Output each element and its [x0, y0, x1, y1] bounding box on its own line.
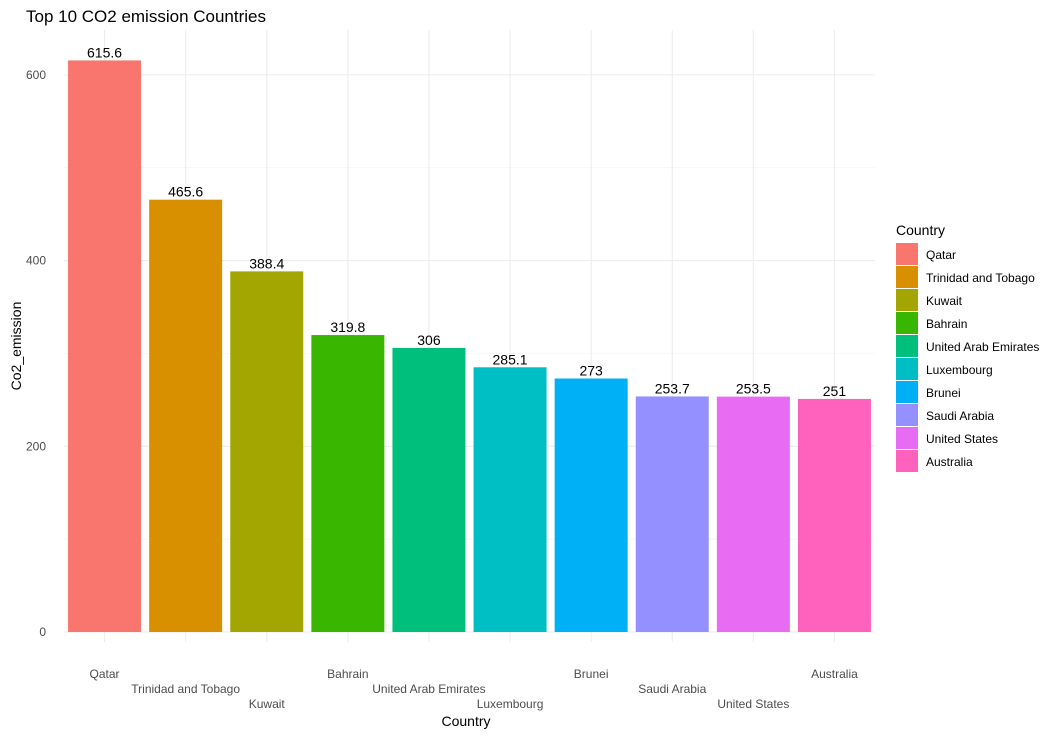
bar-value-label: 251	[823, 383, 847, 399]
legend-key	[896, 266, 918, 288]
bar-value-label: 253.7	[655, 380, 690, 396]
legend-label: Kuwait	[926, 294, 963, 308]
y-tick-label: 600	[26, 68, 46, 82]
x-tick-label: Bahrain	[327, 667, 368, 681]
legend-label: Qatar	[926, 248, 956, 262]
bar-luxembourg	[473, 367, 547, 632]
y-tick-label: 200	[26, 439, 46, 453]
bar-australia	[797, 398, 871, 632]
chart-title: Top 10 CO2 emission Countries	[26, 7, 266, 26]
legend-label: United States	[926, 432, 998, 446]
legend-key	[896, 289, 918, 311]
legend-label: Australia	[926, 455, 973, 469]
bar-brunei	[554, 378, 628, 632]
y-tick-label: 0	[39, 625, 46, 639]
y-axis-title: Co2_emission	[8, 302, 24, 391]
x-tick-label: Brunei	[574, 667, 609, 681]
bar-value-label: 615.6	[87, 44, 122, 60]
legend-label: Luxembourg	[926, 363, 993, 377]
bar-kuwait	[230, 271, 304, 632]
bar-value-label: 465.6	[168, 184, 203, 200]
bar-value-label: 319.8	[330, 319, 365, 335]
legend-label: United Arab Emirates	[926, 340, 1039, 354]
legend-key	[896, 404, 918, 426]
bar-value-label: 285.1	[493, 351, 528, 367]
bar-value-label: 388.4	[249, 255, 284, 271]
bar-value-label: 273	[579, 363, 603, 379]
legend-key	[896, 243, 918, 265]
x-tick-label: Qatar	[90, 667, 120, 681]
legend: Country Qatar Trinidad and Tobago Kuwait Ba…	[896, 222, 1039, 472]
x-tick-label: Australia	[811, 667, 858, 681]
bar-qatar	[68, 60, 142, 632]
legend-title: Country	[896, 222, 945, 238]
legend-key	[896, 427, 918, 449]
x-axis: Qatar Trinidad and Tobago Kuwait Bahrain Uni…	[90, 667, 859, 711]
bar-trinidad-and-tobago	[149, 199, 223, 632]
bars: 615.6 465.6 388.4 319.8 306 285.1 273 253.7 253.…	[68, 44, 871, 632]
legend-label: Brunei	[926, 386, 961, 400]
x-tick-label: United States	[717, 697, 789, 711]
x-tick-label: United Arab Emirates	[372, 682, 485, 696]
y-axis: 0 200 400 600	[26, 68, 46, 639]
x-tick-label: Luxembourg	[477, 697, 544, 711]
legend-key	[896, 312, 918, 334]
bar-united-arab-emirates	[392, 347, 466, 632]
bar-value-label: 253.5	[736, 381, 771, 397]
legend-key	[896, 335, 918, 357]
legend-label: Bahrain	[926, 317, 967, 331]
legend-key	[896, 450, 918, 472]
legend-label: Saudi Arabia	[926, 409, 994, 423]
bar-value-label: 306	[417, 332, 441, 348]
bar-saudi-arabia	[635, 396, 709, 632]
bar-united-states	[716, 396, 790, 632]
x-tick-label: Kuwait	[249, 697, 286, 711]
y-tick-label: 400	[26, 254, 46, 268]
x-axis-title: Country	[441, 713, 490, 729]
legend-key	[896, 381, 918, 403]
bar-bahrain	[311, 335, 385, 632]
legend-key	[896, 358, 918, 380]
legend-label: Trinidad and Tobago	[926, 271, 1035, 285]
x-tick-label: Trinidad and Tobago	[131, 682, 240, 696]
x-tick-label: Saudi Arabia	[638, 682, 706, 696]
